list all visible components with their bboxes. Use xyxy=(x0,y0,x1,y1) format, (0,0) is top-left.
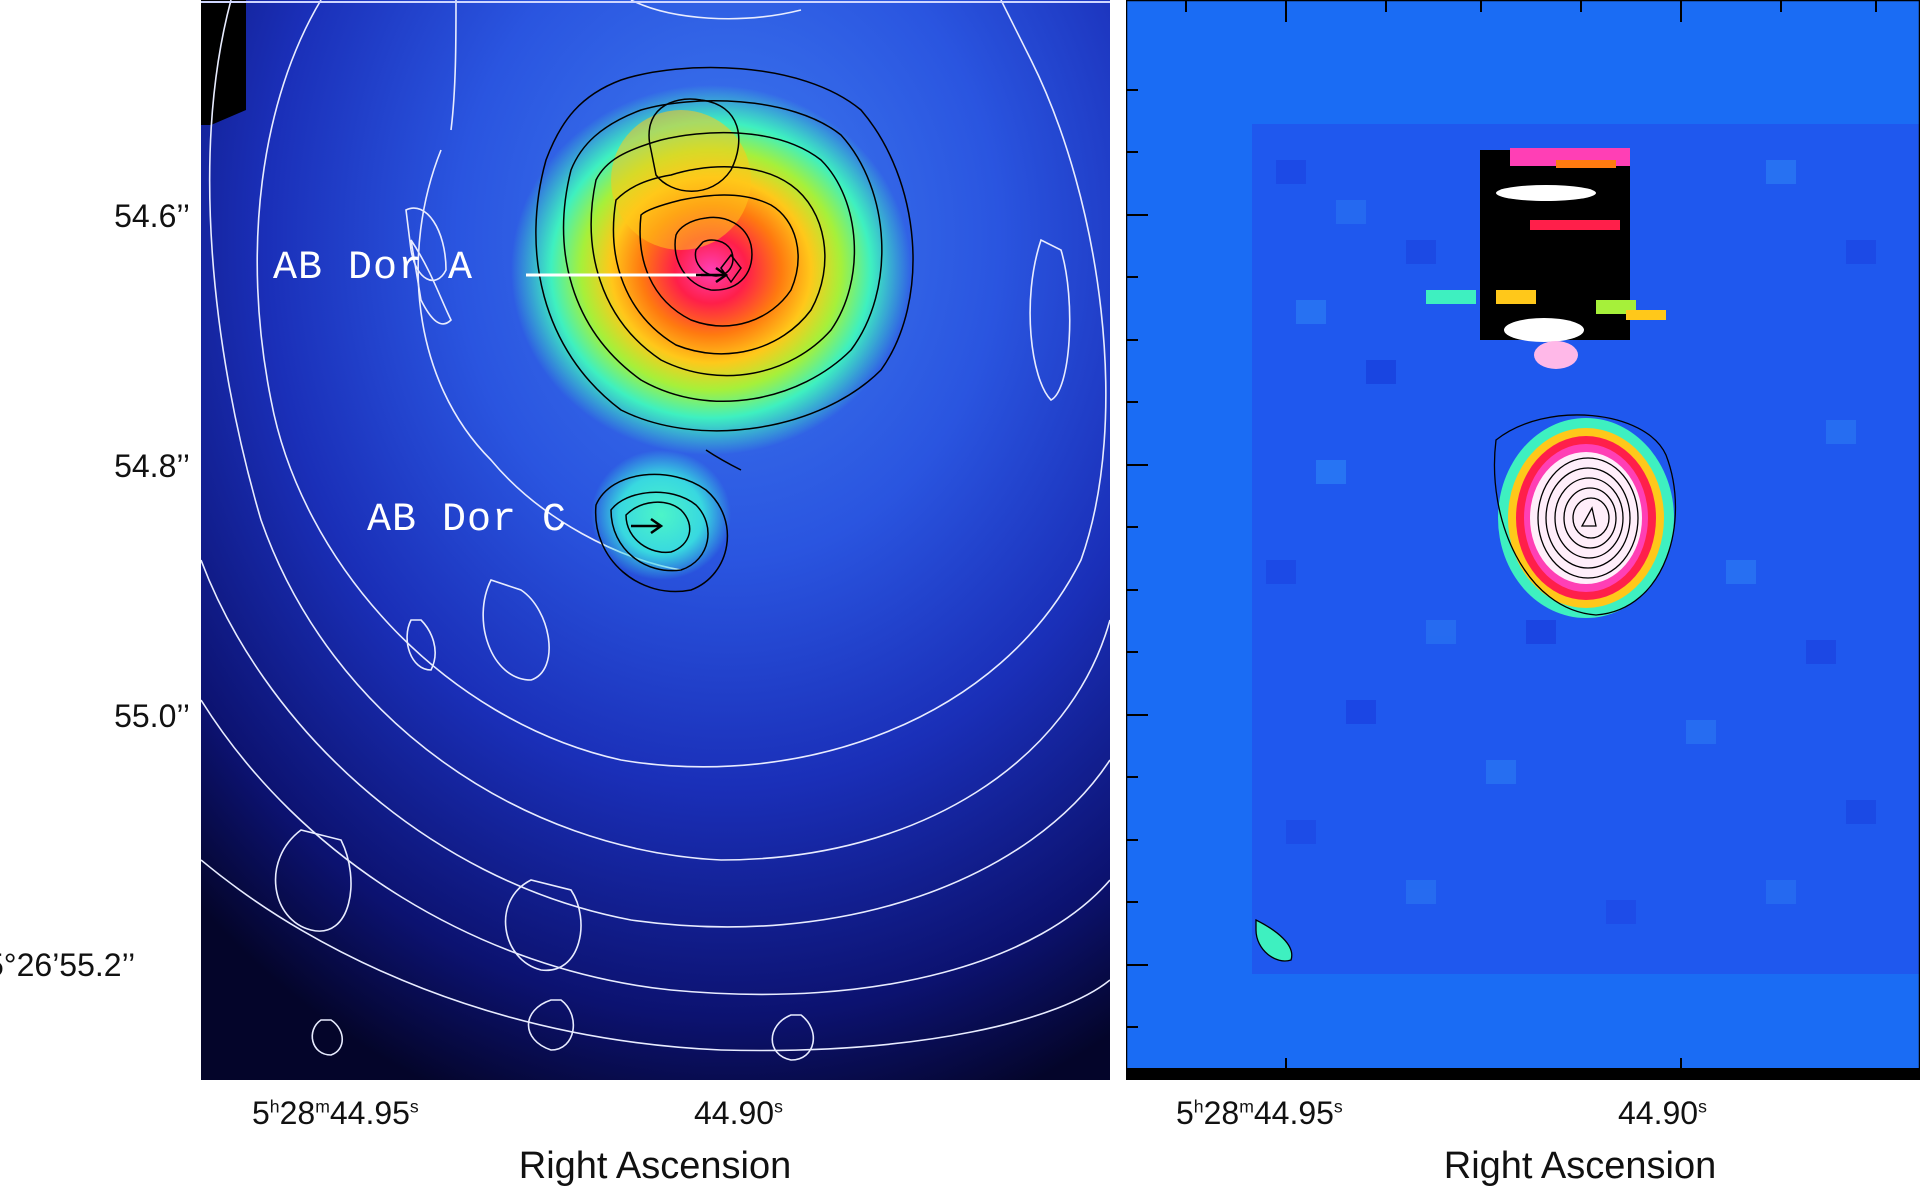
residual-artifact-region xyxy=(1426,148,1666,369)
y-ticks-right-panel xyxy=(1126,89,1148,1028)
y-tick-54-6: 54.6’’ xyxy=(114,198,190,234)
y-tick-55-2: 5°26’55.2’’ xyxy=(0,947,136,983)
x-tick-left-2: 44.90s xyxy=(694,1095,783,1131)
x-axis-title-left: Right Ascension xyxy=(518,1145,792,1187)
star-c-core xyxy=(591,450,731,580)
x-tick-right-2: 44.90s xyxy=(1618,1095,1707,1131)
dark-corner xyxy=(201,0,246,125)
arrow-a-head xyxy=(696,266,729,284)
y-tick-54-8: 54.8’’ xyxy=(114,448,190,484)
label-ab-dor-a: AB Dor A xyxy=(273,246,474,291)
x-tick-left-1: 5h28m44.95s xyxy=(252,1095,419,1131)
x-axis-title-right: Right Ascension xyxy=(1443,1145,1717,1187)
left-image-panel: AB Dor A AB Dor C xyxy=(201,0,1110,1080)
black-contours-a xyxy=(535,66,914,432)
pixel-noise xyxy=(1266,160,1876,924)
star-a-core xyxy=(511,85,911,455)
right-image-canvas xyxy=(1126,0,1920,1080)
x-tick-right-1: 5h28m44.95s xyxy=(1176,1095,1343,1131)
black-contours-c xyxy=(595,449,742,593)
star-c-residual xyxy=(1493,414,1677,618)
label-ab-dor-c: AB Dor C xyxy=(367,498,568,543)
arrow-c xyxy=(631,517,664,535)
white-contours xyxy=(201,0,1110,1061)
right-image-panel xyxy=(1126,0,1920,1080)
y-tick-55-0: 55.0’’ xyxy=(114,698,190,734)
left-image-canvas xyxy=(201,0,1110,1080)
x-ticks-right-panel-top xyxy=(1185,0,1877,22)
